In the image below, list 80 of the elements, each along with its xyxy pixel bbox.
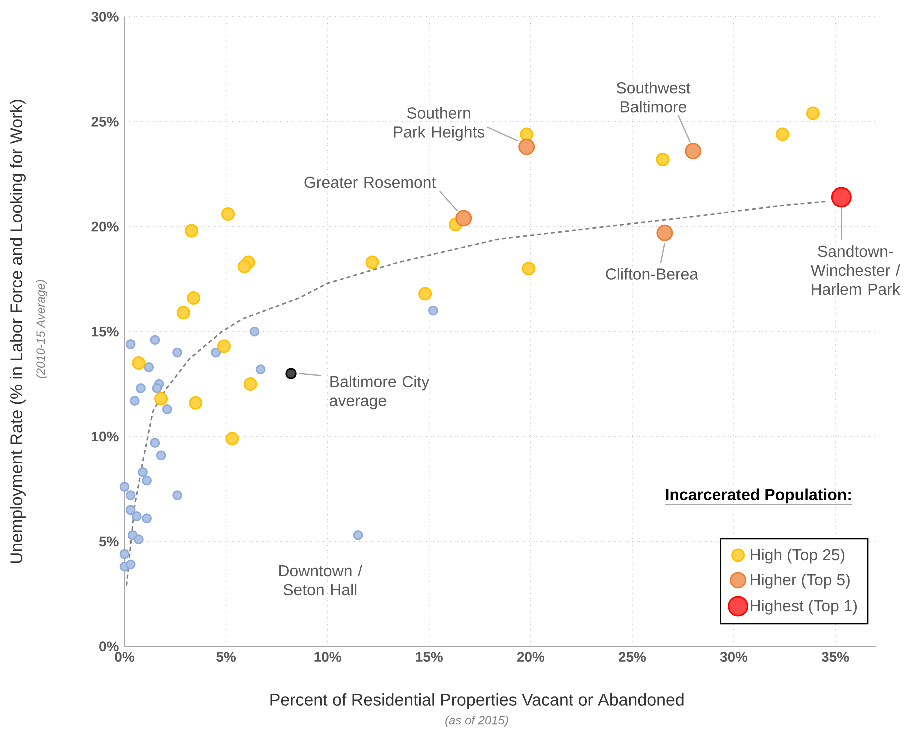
point: [366, 256, 380, 270]
point: [134, 534, 144, 544]
point: [150, 335, 160, 345]
point: [136, 383, 146, 394]
x-tick-label: 0%: [115, 652, 134, 662]
y-axis-title: Unemployment Rate (% in Labor Force and Looking for Work): [10, 100, 26, 563]
x-axis-title: Percent of Residential Properties Vacant or Abandoned: [270, 693, 684, 710]
point: [132, 356, 146, 370]
point: [189, 396, 203, 410]
y-tick-label: 25%: [92, 116, 119, 127]
point: [142, 513, 152, 524]
point: [144, 362, 154, 372]
point: [154, 392, 168, 406]
point: [162, 404, 172, 414]
point: [656, 224, 674, 242]
x-tick-label: 5%: [216, 652, 236, 662]
point: [244, 377, 258, 391]
point: [150, 438, 160, 448]
point: [428, 306, 438, 316]
annotation: Downtown / Seton Hall: [280, 564, 362, 596]
point: [126, 490, 136, 500]
point: [156, 450, 166, 460]
x-tick-label: 25%: [618, 652, 646, 662]
annotation: Southwest Baltimore: [616, 82, 691, 113]
annotation: Clifton-Berea: [606, 268, 699, 280]
annotation: Baltimore City average: [330, 376, 430, 410]
point: [176, 306, 190, 320]
point: [172, 348, 182, 358]
annotation: Southern Park Heights: [394, 107, 485, 141]
point: [120, 482, 130, 492]
legend-label: Higher (Top 5): [751, 574, 850, 589]
x-tick-label: 20%: [517, 652, 545, 662]
text: (2010-15 Average): [36, 280, 48, 378]
point: [120, 549, 130, 560]
point: [656, 152, 670, 166]
point: [138, 467, 148, 478]
point: [776, 128, 790, 142]
point: [806, 106, 820, 120]
x-tick-label: 10%: [314, 652, 342, 662]
point: [353, 530, 364, 540]
y-tick-label: 10%: [92, 432, 119, 442]
x-tick-label: 15%: [416, 652, 443, 662]
point: [142, 476, 152, 486]
point: [520, 128, 534, 142]
point: [211, 348, 222, 358]
y-tick-label: 0%: [100, 641, 119, 652]
point: [418, 287, 432, 301]
point: [286, 368, 297, 380]
legend-label: High (Top 25): [751, 548, 845, 564]
point: [132, 511, 142, 522]
point: [172, 490, 182, 500]
point: [185, 224, 198, 238]
point: [222, 207, 236, 221]
point: [126, 560, 136, 570]
text: (as of 2015): [446, 716, 508, 727]
point: [152, 383, 162, 394]
point: [218, 340, 231, 354]
y-tick-label: 15%: [92, 326, 119, 337]
x-tick-label: 30%: [720, 652, 748, 662]
point: [126, 505, 136, 515]
y-tick-label: 5%: [99, 536, 119, 546]
point: [456, 210, 472, 226]
point: [130, 396, 140, 406]
point: [187, 291, 201, 305]
legend-title: Incarcerated Population:: [666, 488, 851, 504]
point: [238, 260, 252, 274]
y-tick-label: 20%: [92, 222, 119, 232]
point: [256, 364, 266, 374]
point: [831, 187, 852, 208]
annotation: Sandtown-Winchester / Harlem Park: [810, 245, 900, 295]
point: [518, 138, 536, 156]
point: [685, 142, 702, 160]
point: [522, 262, 536, 276]
point: [226, 432, 240, 446]
y-tick-label: 30%: [92, 12, 119, 22]
x-tick-label: 35%: [822, 652, 850, 662]
legend-label: Highest (Top 1): [751, 600, 858, 615]
annotation: Greater Rosemont: [304, 176, 436, 188]
point: [126, 339, 136, 350]
point: [250, 326, 260, 337]
